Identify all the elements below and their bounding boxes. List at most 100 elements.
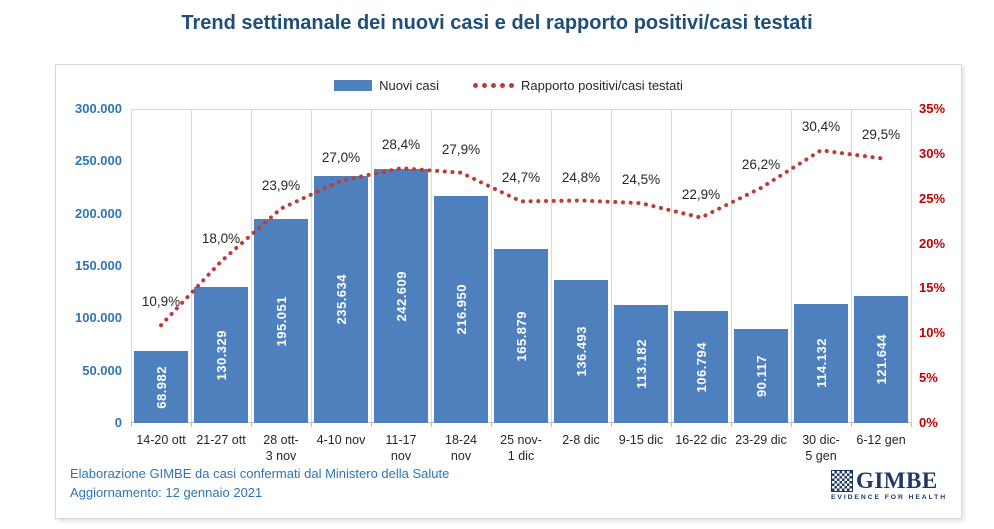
bar: 106.794 (674, 311, 728, 423)
legend-line-swatch-icon (473, 83, 515, 88)
source-note-line2: Aggiornamento: 12 gennaio 2021 (70, 484, 263, 500)
line-point-label: 24,8% (561, 169, 601, 185)
axis-tick (910, 423, 912, 427)
line-point-label: 24,7% (501, 170, 541, 186)
bar: 195.051 (254, 218, 308, 423)
y-axis-left-tick: 300.000 (75, 101, 122, 116)
y-axis-left-tick: 0 (114, 415, 122, 430)
line-point-label: 27,0% (321, 149, 361, 165)
plot-area: 68.982 130.329 195.051 235.634 242.609 216.95… (130, 109, 912, 427)
bar: 235.634 (314, 176, 368, 423)
line-point-label: 10,9% (141, 294, 181, 310)
legend-bar-swatch-icon (334, 80, 373, 91)
x-axis-tick: 18-24 nov (445, 433, 477, 464)
line-point-label: 24,5% (621, 172, 661, 188)
bar-value-label: 136.493 (573, 326, 589, 377)
x-axis-tick: 14-20 ott (136, 433, 186, 447)
axis-tick (610, 423, 612, 427)
gridline (610, 109, 612, 423)
gridline (250, 109, 252, 423)
y-axis-right-tick: 35% (919, 101, 946, 116)
bar-value-label: 235.634 (333, 274, 349, 325)
y-axis-right-tick: 5% (919, 370, 938, 386)
x-axis-tick: 25 nov- 1 dic (500, 433, 542, 464)
axis-tick (550, 423, 552, 427)
legend-item-line: Rapporto positivi/casi testati (473, 78, 683, 93)
y-axis-left-tick: 50.000 (82, 362, 122, 378)
x-axis-tick: 23-29 dic (735, 433, 787, 447)
axis-tick (670, 423, 672, 427)
bar: 113.182 (614, 304, 668, 423)
source-note: Elaborazione GIMBE da casi confermati da… (70, 465, 449, 503)
line-point-label: 28,4% (381, 137, 421, 153)
axis-tick (430, 423, 432, 427)
axis-tick (790, 423, 792, 427)
gimbe-logo-wordmark: GIMBE (855, 468, 938, 493)
line-point-label: 29,5% (861, 127, 901, 143)
bar-value-label: 130.329 (213, 329, 229, 381)
bar: 121.644 (854, 295, 908, 423)
y-axis-right-tick: 15% (919, 280, 946, 296)
x-axis-tick: 28 ott- 3 nov (263, 433, 299, 464)
gridline (670, 109, 672, 423)
chart-legend: Nuovi casi Rapporto positivi/casi testat… (56, 78, 961, 93)
x-axis-tick: 4-10 nov (316, 433, 366, 447)
legend-item-bars: Nuovi casi (334, 78, 439, 93)
y-axis-left-tick: 250.000 (75, 153, 122, 169)
gimbe-checker-icon (830, 469, 853, 492)
bar-value-label: 90.117 (753, 354, 769, 397)
line-point-label: 22,9% (681, 186, 721, 202)
bar-value-label: 216.950 (453, 284, 469, 335)
bar-value-label: 165.879 (513, 310, 529, 362)
gimbe-logo-tagline: EVIDENCE FOR HEALTH (830, 494, 947, 501)
axis-tick (730, 423, 732, 427)
gridline (190, 109, 192, 423)
y-axis-right-tick: 20% (919, 235, 946, 251)
y-axis-left-tick: 150.000 (75, 258, 122, 273)
x-axis-tick: 9-15 dic (618, 433, 664, 447)
y-axis-right-tick: 25% (919, 190, 946, 206)
bar-value-label: 121.644 (873, 334, 889, 385)
axis-tick (310, 423, 312, 427)
y-axis-right-tick: 0% (919, 415, 938, 430)
bar: 242.609 (374, 169, 428, 423)
bar: 165.879 (494, 249, 548, 423)
bar-value-label: 114.132 (813, 338, 829, 389)
x-axis-tick: 30 dic- 5 gen (802, 433, 840, 464)
axis-tick (190, 423, 192, 427)
line-point-label: 23,9% (261, 177, 301, 193)
legend-line-label: Rapporto positivi/casi testati (521, 78, 683, 93)
y-axis-right-tick: 10% (919, 325, 946, 341)
line-point-label: 18,0% (201, 230, 241, 246)
y-axis-left-tick: 100.000 (75, 310, 122, 326)
axis-tick (850, 423, 852, 427)
chart-container: Nuovi casi Rapporto positivi/casi testat… (55, 64, 962, 519)
page-title: Trend settimanale dei nuovi casi e del r… (181, 12, 813, 34)
bar-value-label: 195.051 (273, 295, 289, 347)
line-point-label: 26,2% (741, 156, 781, 172)
source-note-line1: Elaborazione GIMBE da casi confermati da… (70, 466, 450, 481)
bar-value-label: 242.609 (393, 270, 409, 322)
gridline (910, 109, 912, 423)
gridline (850, 109, 852, 423)
bar: 68.982 (134, 350, 188, 423)
gridline (550, 109, 552, 423)
gridline (130, 109, 132, 423)
bar: 90.117 (734, 328, 788, 423)
bar-value-label: 113.182 (633, 338, 649, 389)
x-axis-tick: 21-27 ott (196, 433, 246, 447)
bar-value-label: 106.794 (693, 341, 709, 393)
x-axis-tick: 6-12 gen (856, 433, 906, 447)
axis-tick (130, 423, 132, 427)
bar: 130.329 (194, 286, 248, 423)
y-axis-left-tick: 200.000 (75, 205, 122, 221)
gimbe-logo-row: GIMBE (830, 468, 938, 493)
x-axis-tick: 11-17 nov (385, 433, 417, 464)
axis-tick (370, 423, 372, 427)
gimbe-logo: GIMBE EVIDENCE FOR HEALTH (830, 468, 947, 501)
axis-tick (490, 423, 492, 427)
bar-value-label: 68.982 (153, 365, 169, 409)
legend-bar-label: Nuovi casi (379, 78, 440, 93)
y-axis-right-tick: 30% (919, 145, 946, 161)
